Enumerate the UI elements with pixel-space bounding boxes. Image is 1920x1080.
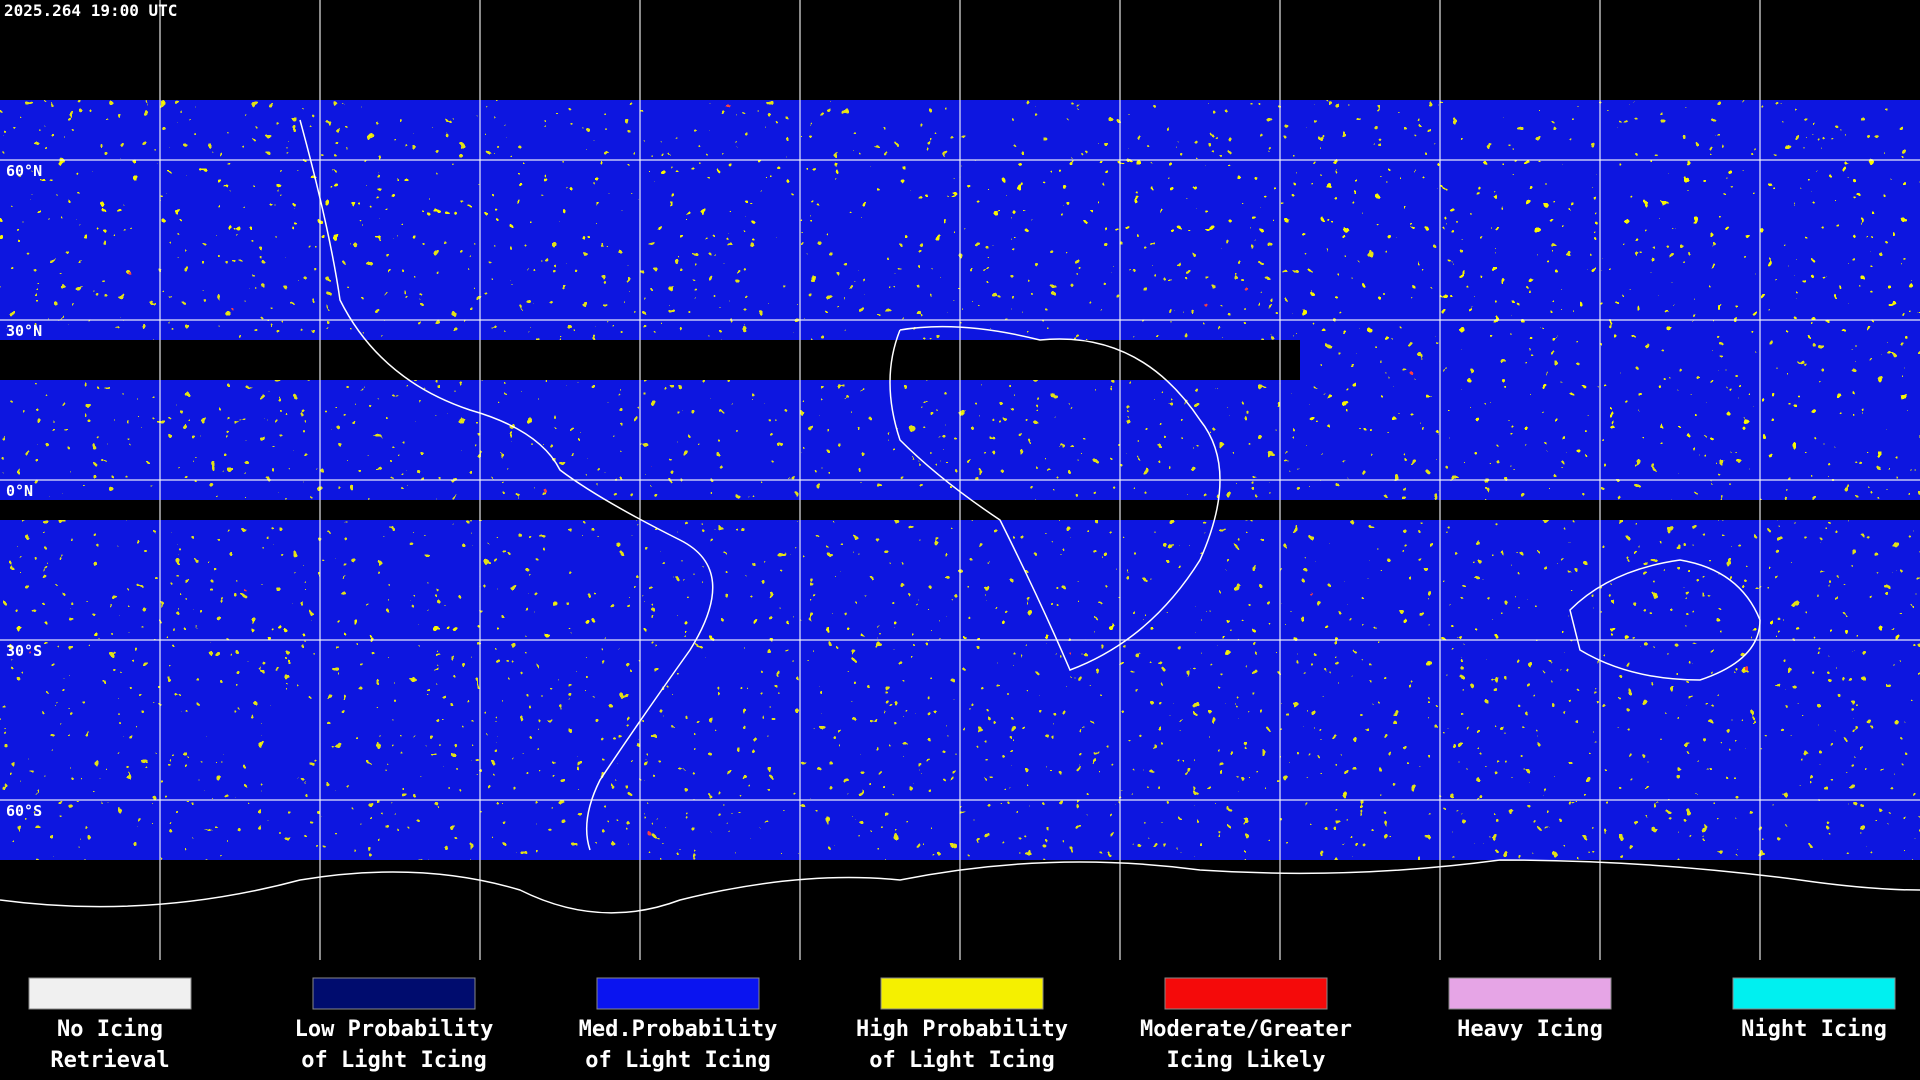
legend-swatch (312, 977, 476, 1010)
legend-label: Icing Likely (1167, 1048, 1326, 1073)
africa-eurasia-coast (889, 325, 1221, 671)
legend-label: of Light Icing (301, 1048, 486, 1073)
legend-swatch (1732, 977, 1896, 1010)
legend-label: Moderate/Greater (1140, 1017, 1352, 1042)
legend-swatch (1448, 977, 1612, 1010)
legend-swatch (880, 977, 1044, 1010)
legend-label: High Probability (856, 1017, 1068, 1042)
legend: No Icing Retrieval Low Probability of Light… (28, 977, 1896, 1073)
legend-label: of Light Icing (585, 1048, 770, 1073)
legend-label: of Light Icing (869, 1048, 1054, 1073)
latitude-label: 0°N (6, 482, 33, 500)
legend-label: Low Probability (295, 1017, 494, 1042)
timestamp: 2025.264 19:00 UTC (4, 1, 177, 20)
antarctica-coast (0, 859, 1920, 914)
graticule: 60°N 30°N 0°N 30°S 60°S (0, 0, 1920, 960)
legend-label: Night Icing (1741, 1017, 1887, 1042)
latitude-label: 60°S (6, 802, 42, 820)
latitude-label: 30°S (6, 642, 42, 660)
legend-swatch (596, 977, 760, 1010)
americas-coast (299, 119, 714, 851)
cloud-red (1300, 260, 1920, 460)
legend-swatch (1164, 977, 1328, 1010)
legend-swatch (28, 977, 192, 1010)
latitude-label: 30°N (6, 322, 42, 340)
coastline (0, 119, 1920, 914)
legend-label: Heavy Icing (1457, 1017, 1603, 1042)
latitude-label: 60°N (6, 162, 42, 180)
legend-label: Med.Probability (579, 1017, 778, 1042)
legend-label: Retrieval (50, 1048, 169, 1073)
legend-label: No Icing (57, 1017, 163, 1042)
